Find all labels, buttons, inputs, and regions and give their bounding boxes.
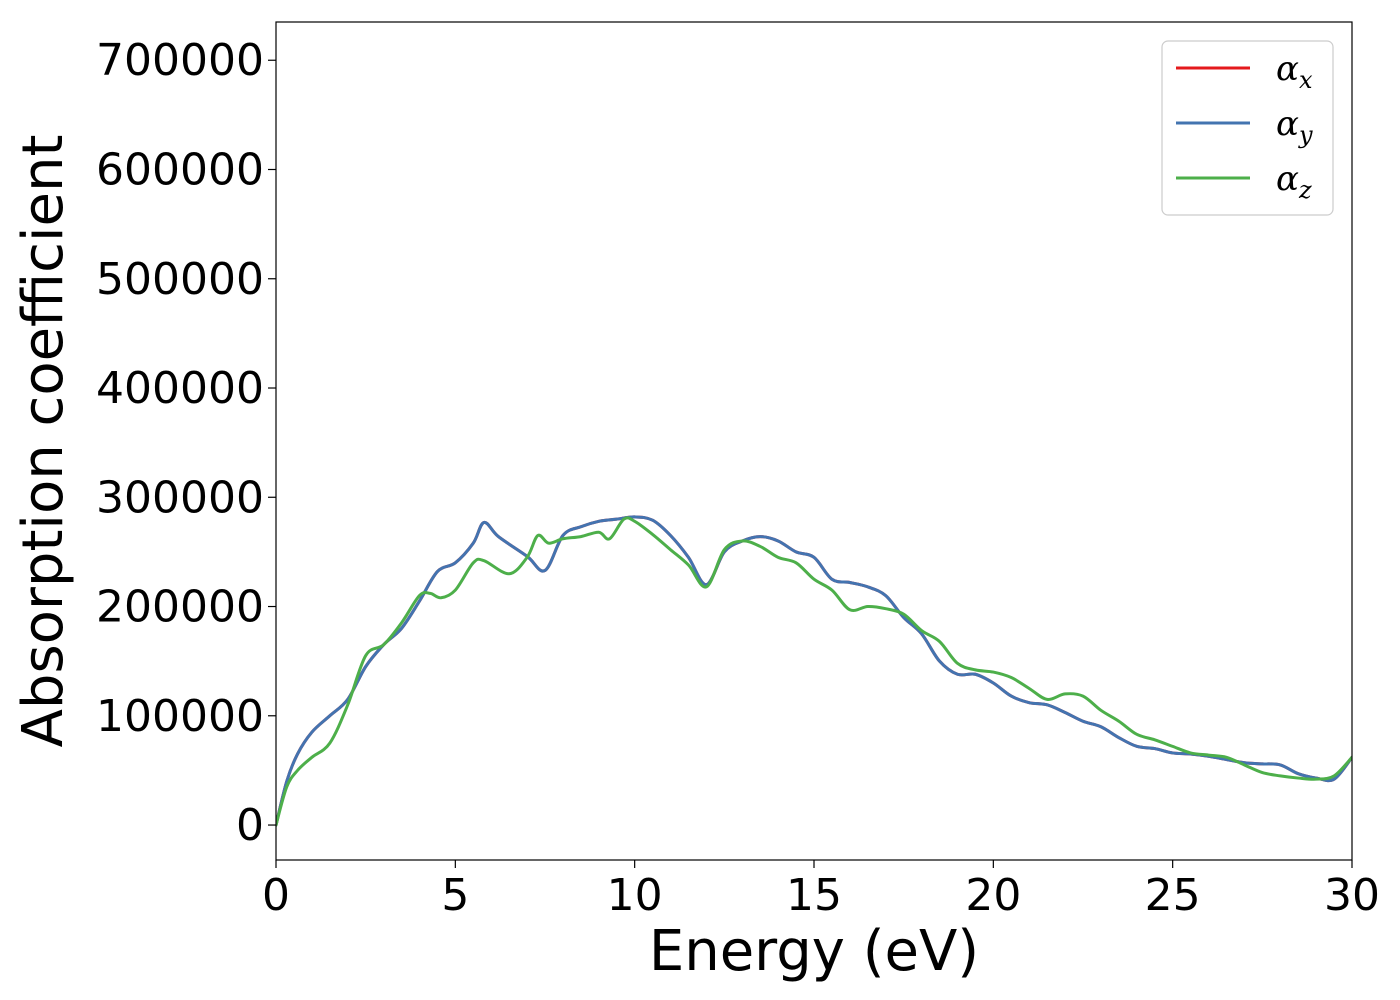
y-tick-label: 300000: [96, 472, 264, 523]
legend: αx αy αz: [1161, 40, 1334, 216]
y-tick-label: 500000: [96, 254, 264, 305]
series-line-x: [276, 515, 1352, 827]
series-line-y: [276, 515, 1352, 827]
x-tick-label: 5: [441, 870, 469, 921]
x-tick-label: 25: [1145, 870, 1201, 921]
x-tick-label: 10: [607, 870, 663, 921]
x-axis-title: Energy (eV): [649, 919, 979, 984]
legend-label-y: αy: [1276, 104, 1313, 149]
y-tick-label: 100000: [96, 691, 264, 742]
x-tick-label: 15: [786, 870, 842, 921]
legend-label-z: αz: [1276, 159, 1312, 204]
y-tick-label: 400000: [96, 363, 264, 414]
x-tick-label: 20: [965, 870, 1021, 921]
y-tick-label: 0: [236, 800, 264, 851]
x-tick-label: 30: [1324, 870, 1380, 921]
series-line-z: [276, 516, 1352, 827]
y-axis-title: Absorption coefficient: [11, 135, 76, 748]
legend-box: [1161, 40, 1334, 216]
x-axis: 0 5 10 15 20 25 30: [262, 860, 1380, 921]
y-tick-label: 700000: [96, 35, 264, 86]
x-tick-label: 0: [262, 870, 290, 921]
series-layer: [276, 515, 1352, 827]
y-tick-label: 200000: [96, 582, 264, 633]
y-tick-label: 600000: [96, 144, 264, 195]
y-axis: 0 100000 200000 300000 400000 500000 600000 700…: [96, 35, 276, 851]
legend-label-x: αx: [1276, 49, 1313, 94]
